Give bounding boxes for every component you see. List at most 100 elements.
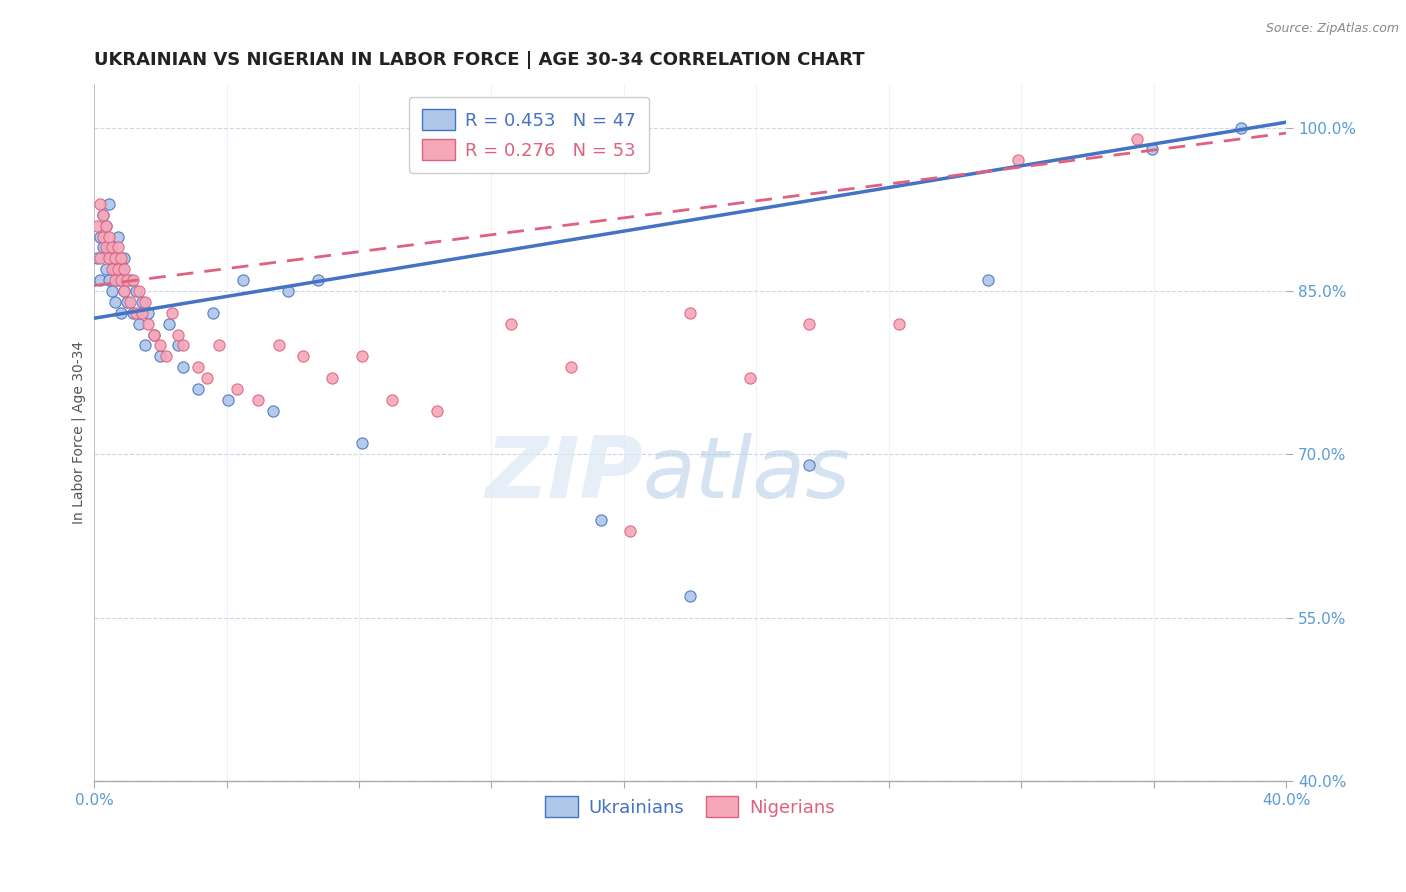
Point — [172, 338, 194, 352]
Point — [112, 252, 135, 266]
Point — [128, 284, 150, 298]
Text: UKRAINIAN VS NIGERIAN IN LABOR FORCE | AGE 30-34 CORRELATION CHART: UKRAINIAN VS NIGERIAN IN LABOR FORCE | A… — [94, 51, 865, 69]
Point — [101, 240, 124, 254]
Point — [104, 273, 127, 287]
Point — [352, 349, 374, 363]
Point — [262, 404, 284, 418]
Point — [104, 262, 127, 277]
Point — [89, 273, 111, 287]
Text: Source: ZipAtlas.com: Source: ZipAtlas.com — [1265, 22, 1399, 36]
Point — [94, 262, 117, 277]
Point — [202, 306, 225, 320]
Point — [86, 219, 108, 233]
Point — [589, 513, 612, 527]
Point — [217, 392, 239, 407]
Point — [104, 252, 127, 266]
Point — [619, 524, 641, 538]
Point — [134, 294, 156, 309]
Point — [142, 327, 165, 342]
Point — [110, 306, 132, 320]
Point — [104, 294, 127, 309]
Point — [115, 294, 138, 309]
Point — [187, 360, 209, 375]
Point — [101, 284, 124, 298]
Point — [118, 294, 141, 309]
Y-axis label: In Labor Force | Age 30-34: In Labor Force | Age 30-34 — [72, 341, 86, 524]
Point — [121, 273, 143, 287]
Point — [1230, 120, 1253, 135]
Text: ZIP: ZIP — [485, 433, 643, 516]
Point — [98, 229, 121, 244]
Point — [110, 252, 132, 266]
Point — [1007, 153, 1029, 168]
Point — [155, 349, 177, 363]
Point — [91, 208, 114, 222]
Point — [195, 371, 218, 385]
Point — [98, 252, 121, 266]
Point — [1140, 143, 1163, 157]
Point — [131, 294, 153, 309]
Point — [166, 338, 188, 352]
Point — [94, 219, 117, 233]
Point — [91, 208, 114, 222]
Point — [149, 349, 172, 363]
Point — [501, 317, 523, 331]
Point — [118, 273, 141, 287]
Point — [98, 240, 121, 254]
Point — [560, 360, 582, 375]
Point — [89, 229, 111, 244]
Point — [115, 273, 138, 287]
Point — [89, 252, 111, 266]
Point — [738, 371, 761, 385]
Point — [679, 589, 702, 603]
Point — [121, 306, 143, 320]
Point — [799, 317, 821, 331]
Point — [149, 338, 172, 352]
Point — [101, 262, 124, 277]
Point — [172, 360, 194, 375]
Point — [267, 338, 290, 352]
Point — [381, 392, 404, 407]
Point — [136, 317, 159, 331]
Point — [131, 306, 153, 320]
Point — [799, 458, 821, 473]
Point — [128, 317, 150, 331]
Point — [352, 436, 374, 450]
Point — [112, 284, 135, 298]
Point — [110, 273, 132, 287]
Point — [246, 392, 269, 407]
Point — [142, 327, 165, 342]
Point — [232, 273, 254, 287]
Point — [166, 327, 188, 342]
Point — [291, 349, 314, 363]
Point — [208, 338, 231, 352]
Point — [112, 284, 135, 298]
Point — [94, 240, 117, 254]
Point — [157, 317, 180, 331]
Point — [1126, 131, 1149, 145]
Point — [94, 219, 117, 233]
Point — [426, 404, 449, 418]
Point — [277, 284, 299, 298]
Point — [125, 284, 148, 298]
Point — [91, 240, 114, 254]
Point — [107, 273, 129, 287]
Point — [136, 306, 159, 320]
Legend: Ukrainians, Nigerians: Ukrainians, Nigerians — [538, 789, 842, 824]
Point — [107, 229, 129, 244]
Point — [321, 371, 343, 385]
Point — [98, 197, 121, 211]
Text: atlas: atlas — [643, 433, 851, 516]
Point — [679, 306, 702, 320]
Point — [98, 273, 121, 287]
Point — [107, 240, 129, 254]
Point — [107, 262, 129, 277]
Point — [187, 382, 209, 396]
Point — [307, 273, 329, 287]
Point — [134, 338, 156, 352]
Point — [86, 252, 108, 266]
Point — [125, 306, 148, 320]
Point — [226, 382, 249, 396]
Point — [112, 262, 135, 277]
Point — [887, 317, 910, 331]
